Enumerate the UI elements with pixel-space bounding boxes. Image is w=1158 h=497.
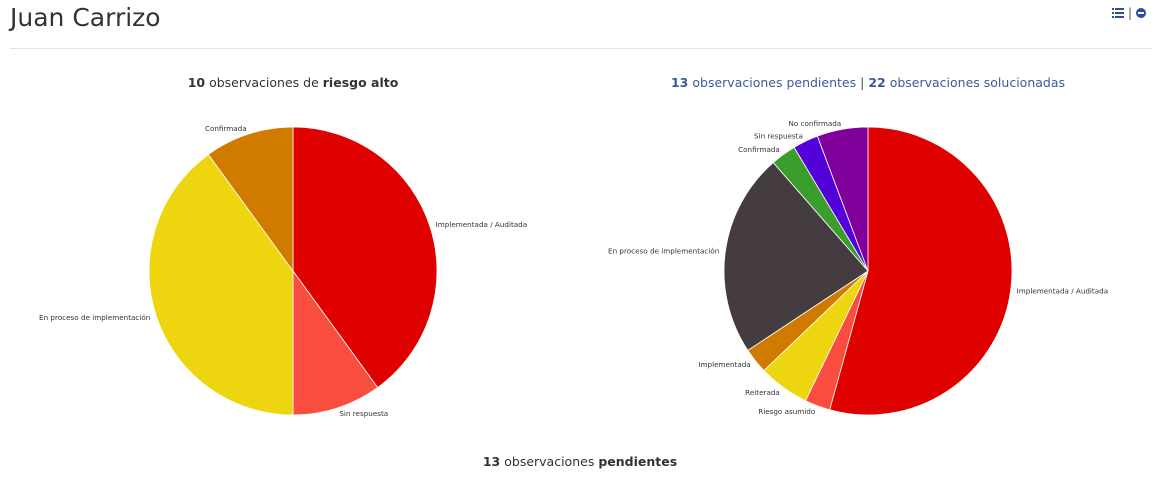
bottom-title-text: observaciones [504, 454, 595, 469]
right-pie-label-implementada-auditada: Implementada / Auditada [1017, 287, 1108, 296]
list-icon[interactable] [1111, 8, 1124, 18]
left-title-count: 10 [187, 75, 206, 90]
left-pie-label-confirmada: Confirmada [205, 124, 247, 133]
left-pie-slice-implementada-auditada[interactable] [292, 126, 438, 389]
right-title-text-pending: observaciones pendientes [692, 75, 857, 90]
right-pie-label-implementada: Implementada [698, 360, 750, 369]
right-pie-slice-implementada-auditada[interactable] [829, 126, 1013, 416]
left-pie-label-implementada-auditada: Implementada / Auditada [436, 220, 527, 229]
left-pie-label-en-proceso-de-implementacion: En proceso de implementación [39, 313, 150, 322]
right-pie-label-confirmada: Confirmada [738, 145, 780, 154]
bottom-title-count: 13 [482, 454, 501, 469]
left-pie-slice-sin-respuesta[interactable] [292, 269, 379, 416]
right-title-separator: | [860, 75, 865, 90]
right-pie-label-reiterada: Reiterada [745, 388, 780, 397]
right-pie-label-no-confirmada: No confirmada [789, 119, 842, 128]
right-pie-label-riesgo-asumido: Riesgo asumido [758, 407, 815, 416]
right-chart-title: 13 observaciones pendientes | 22 observa… [671, 75, 1065, 90]
bottom-title-bold: pendientes [598, 454, 678, 469]
right-title-count-pending: 13 [670, 75, 689, 90]
header-tools: | [1111, 6, 1146, 20]
left-pie-slice-confirmada[interactable] [207, 126, 294, 273]
left-pie-slice-en-proceso-de-implementacion[interactable] [148, 153, 294, 416]
right-pie-label-en-proceso-de-implementacion: En proceso de implementación [608, 246, 719, 255]
header-divider [10, 48, 1152, 49]
right-title-count-solved: 22 [868, 75, 886, 90]
right-pie-label-sin-respuesta: Sin respuesta [754, 131, 803, 140]
left-chart-title: 10 observaciones de riesgo alto [188, 75, 399, 90]
left-title-bold: riesgo alto [322, 75, 399, 90]
right-title-text-solved: observaciones solucionadas [889, 75, 1066, 90]
right-pie-slice-no-confirmada[interactable] [816, 126, 869, 272]
bottom-chart-title: 13 observaciones pendientes [483, 454, 677, 469]
left-title-text: observaciones de [209, 75, 319, 90]
tool-separator: | [1127, 6, 1132, 20]
page-title: Juan Carrizo [10, 3, 161, 32]
right-pie-slice-en-proceso-de-implementacion[interactable] [723, 161, 869, 351]
left-pie-label-sin-respuesta: Sin respuesta [339, 409, 388, 418]
minus-circle-icon[interactable] [1136, 8, 1146, 18]
